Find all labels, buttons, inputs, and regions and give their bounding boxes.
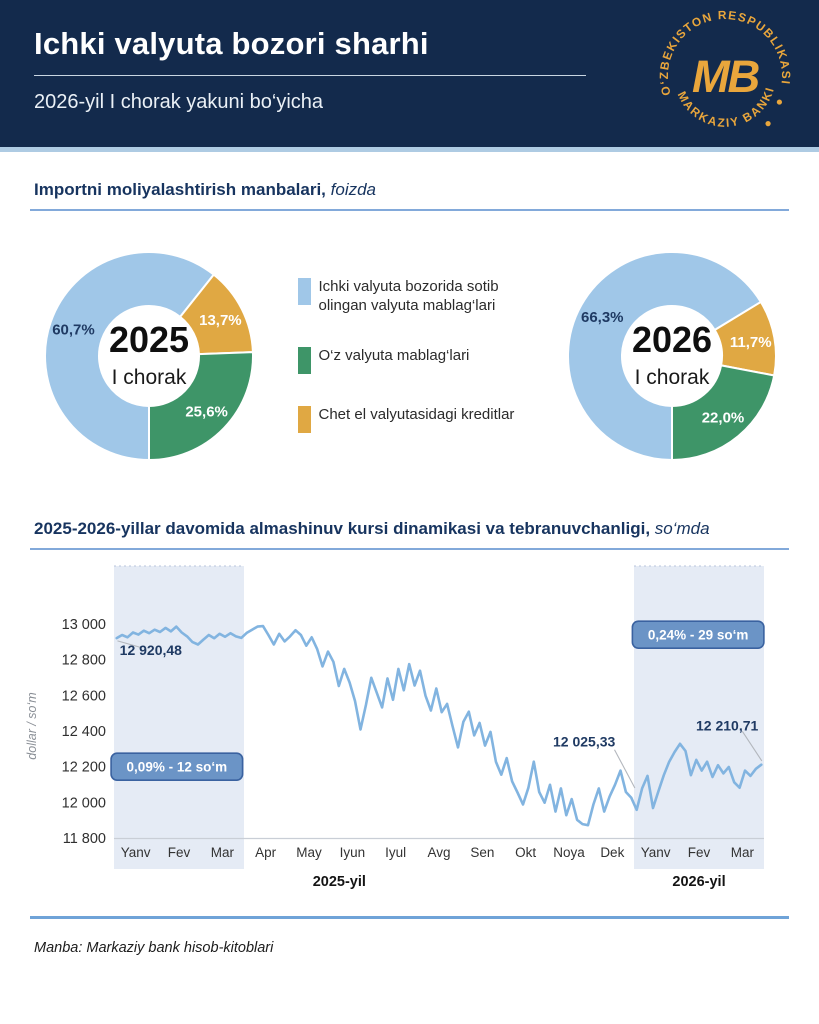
y-axis-tick-label: 12 800 (62, 653, 106, 669)
section2-title: 2025-2026-yillar davomida almashinuv kur… (34, 519, 819, 539)
main-content: Importni moliyalashtirish manbalari, foi… (0, 180, 819, 906)
exchange-rate-line-chart: 13 000 12 800 12 600 12 400 12 200 12 000 11 8… (25, 565, 765, 890)
x-axis-month-label: Yanv (641, 845, 671, 860)
x-axis-month-label: Mar (211, 845, 235, 860)
page-title: Ichki valyuta bozori sharhi (34, 26, 429, 61)
legend-item-0: Ichki valyuta bozorida sotib olingan val… (297, 277, 524, 315)
annotation-value-label: 12 025,33 (553, 734, 615, 750)
section1-title-italic: foizda (330, 180, 377, 199)
donut-charts-row: 60,7% 13,7% 25,6% 2025 I chorak Ichki valyut… (30, 237, 791, 475)
donut-chart-2026: 66,3% 11,7% 22,0% 2026 I chorak (567, 251, 777, 461)
section2-divider (30, 548, 789, 550)
footer: Manba: Markaziy bank hisob-kitoblari (0, 916, 819, 956)
donut-percent-label: 25,6% (185, 403, 228, 420)
y-axis-tick-label: 12 400 (62, 724, 106, 740)
source-note: Manba: Markaziy bank hisob-kitoblari (34, 940, 274, 956)
import-financing-section: Importni moliyalashtirish manbalari, foi… (0, 180, 819, 475)
y-axis-tick-label: 13 000 (62, 617, 106, 633)
legend-swatch (297, 278, 311, 305)
legend-label: Ichki valyuta bozorida sotib olingan val… (318, 278, 499, 315)
annotation-value-label: 12 210,71 (696, 718, 758, 734)
donut-center-subtitle: I chorak (112, 366, 187, 389)
donut-chart-2025: 60,7% 13,7% 25,6% 2025 I chorak (44, 251, 254, 461)
x-axis-month-label: Okt (515, 845, 536, 860)
section1-title-bold: Importni moliyalashtirish manbalari, (34, 180, 326, 199)
section1-title: Importni moliyalashtirish manbalari, foi… (34, 180, 819, 200)
header-divider (34, 75, 586, 76)
x-axis-month-label: Yanv (121, 845, 151, 860)
volatility-badge (631, 620, 765, 649)
x-axis-year-label: 2026-yil (672, 874, 725, 890)
y-axis-title: dollar / so‘m (25, 692, 39, 759)
quarter-band (114, 566, 244, 869)
donut-center-year: 2026 (632, 319, 712, 360)
donut-segment (671, 364, 776, 461)
central-bank-logo: O‘ZBEKISTON RESPUBLIKASI MARKAZIY BANKI … (657, 8, 793, 144)
donut-percent-label: 13,7% (199, 312, 242, 329)
legend-item-1: O‘z valyuta mablag‘lari (297, 346, 524, 375)
volatility-badge (110, 752, 244, 781)
logo-dot-right (776, 99, 783, 105)
x-axis-month-label: Dek (600, 845, 624, 860)
line-chart-container: 13 000 12 800 12 600 12 400 12 200 12 000 11 8… (22, 556, 819, 906)
volatility-badge-label: 0,09% - 12 so‘m (127, 760, 228, 775)
x-axis-month-label: Mar (731, 845, 755, 860)
footer-divider (30, 916, 789, 919)
x-axis-month-label: Fev (168, 845, 191, 860)
legend-item-2: Chet el valyutasidagi kreditlar (297, 405, 524, 434)
annotation-leader-line (741, 731, 763, 762)
donut-segment (567, 251, 762, 461)
x-axis-month-label: Fev (688, 845, 711, 860)
page-subtitle: 2026-yil I chorak yakuni bo‘yicha (34, 91, 324, 113)
logo-monogram: MB (692, 51, 759, 102)
header: Ichki valyuta bozori sharhi 2026-yil I c… (0, 0, 819, 152)
volatility-badge-label: 0,24% - 29 so‘m (648, 628, 749, 643)
legend-swatch (297, 406, 311, 434)
exchange-rate-section: 2025-2026-yillar davomida almashinuv kur… (0, 519, 819, 906)
donut-percent-label: 60,7% (52, 322, 95, 339)
y-axis-tick-label: 12 600 (62, 688, 106, 704)
annotation-leader-line (614, 749, 636, 789)
x-axis-month-label: Apr (255, 845, 277, 860)
legend-label: O‘z valyuta mablag‘lari (318, 347, 470, 365)
y-axis-tick-label: 12 000 (62, 795, 106, 811)
donut-center-year: 2025 (109, 319, 189, 360)
x-axis-month-label: May (296, 845, 322, 860)
annotation-leader-line (117, 640, 142, 649)
x-axis-month-label: Avg (427, 845, 450, 860)
x-axis-month-label: Sen (470, 845, 494, 860)
legend-label: Chet el valyutasidagi kreditlar (318, 406, 515, 424)
x-axis-month-label: Iyul (385, 845, 406, 860)
donut-legend: Ichki valyuta bozorida sotib olingan val… (297, 237, 524, 464)
central-bank-logo-svg: O‘ZBEKISTON RESPUBLIKASI MARKAZIY BANKI … (657, 8, 792, 130)
annotation-value-label: 12 920,48 (120, 642, 182, 658)
x-axis-year-label: 2025-yil (313, 874, 366, 890)
y-axis-tick-label: 12 200 (62, 760, 106, 776)
logo-dot-lower (765, 120, 771, 127)
legend-swatch (297, 347, 311, 375)
quarter-band (634, 566, 764, 869)
donut-percent-label: 66,3% (581, 309, 624, 326)
donut-segment (44, 251, 215, 461)
section1-divider (30, 209, 789, 211)
donut-percent-label: 22,0% (702, 410, 745, 427)
section2-title-italic: so‘mda (654, 519, 710, 538)
section2-title-bold: 2025-2026-yillar davomida almashinuv kur… (34, 519, 651, 538)
y-axis-tick-label: 11 800 (63, 831, 106, 847)
donut-center-subtitle: I chorak (635, 366, 710, 389)
donut-percent-label: 11,7% (730, 334, 772, 351)
donut-segment (148, 351, 254, 461)
x-axis-month-label: Noya (553, 845, 585, 860)
exchange-rate-line (115, 624, 763, 827)
x-axis-month-label: Iyun (340, 845, 366, 860)
